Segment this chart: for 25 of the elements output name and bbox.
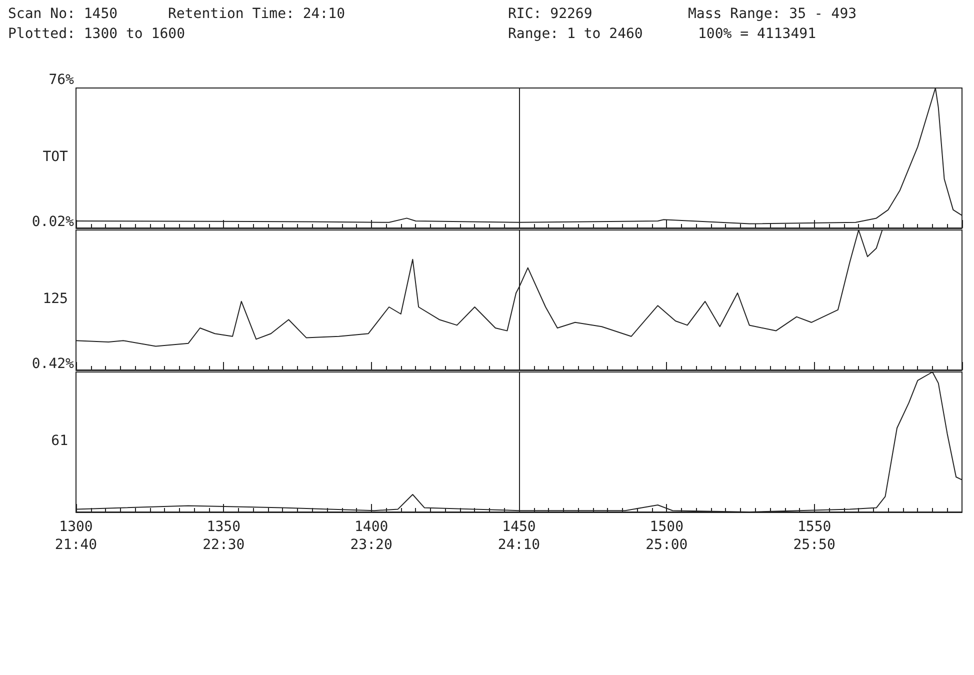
text: Mass Range: 35 - 493 bbox=[688, 6, 857, 22]
x-tick-label: 1450 bbox=[502, 519, 536, 535]
y-axis-title: TOT bbox=[42, 149, 68, 165]
x2-tick-label: 25:00 bbox=[646, 537, 688, 553]
text: 76% bbox=[48, 72, 74, 88]
text: Plotted: 1300 to 1600 bbox=[8, 26, 186, 42]
x-tick-label: 1300 bbox=[59, 519, 93, 535]
x2-tick-label: 25:50 bbox=[793, 537, 836, 553]
y-axis-title: 125 bbox=[42, 291, 68, 307]
x-tick-label: 1400 bbox=[354, 519, 388, 535]
text: 100% = 4113491 bbox=[698, 26, 816, 42]
x2-tick-label: 23:20 bbox=[350, 537, 392, 553]
x2-tick-label: 22:30 bbox=[202, 537, 245, 553]
x2-tick-label: 24:10 bbox=[498, 537, 540, 553]
x2-tick-label: 21:40 bbox=[54, 537, 98, 553]
x-tick-label: 1500 bbox=[650, 519, 684, 535]
text: 0.02% bbox=[32, 214, 74, 230]
x-tick-label: 1550 bbox=[797, 519, 832, 535]
x-tick-label: 1350 bbox=[206, 519, 241, 535]
text: Retention Time: 24:10 bbox=[168, 6, 346, 22]
text: RIC: 92269 bbox=[508, 6, 592, 22]
y-axis-title: 61 bbox=[51, 433, 68, 449]
text: 0.42% bbox=[32, 356, 74, 372]
text: Range: 1 to 2460 bbox=[508, 26, 643, 42]
text: Scan No: 1450 bbox=[8, 6, 118, 22]
